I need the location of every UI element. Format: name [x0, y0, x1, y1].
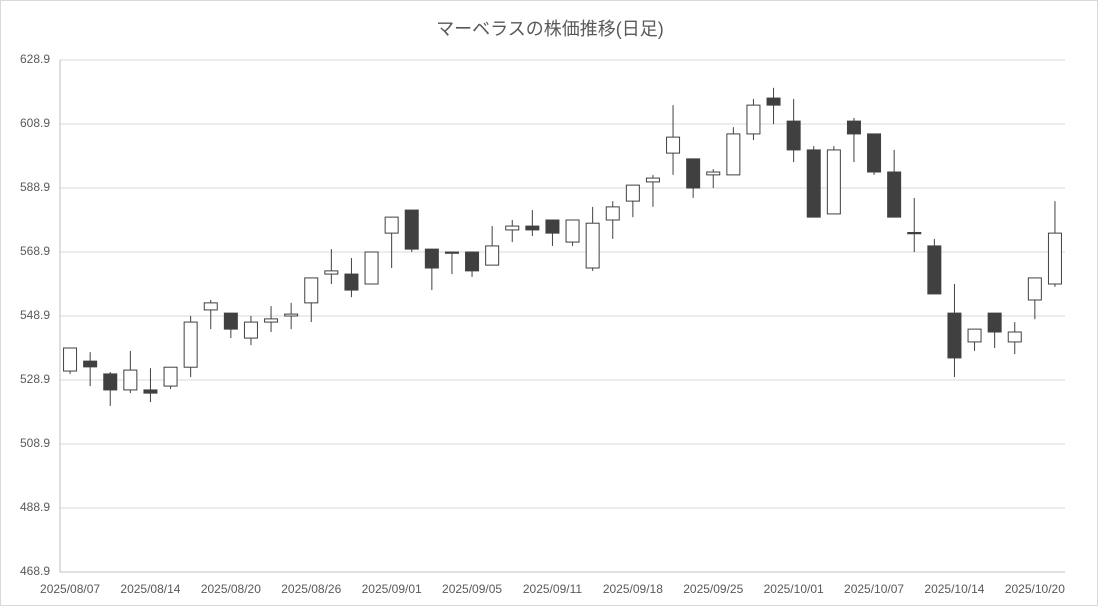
candle-body — [344, 273, 359, 291]
x-tick-label: 2025/10/14 — [924, 582, 984, 596]
candle-body — [465, 251, 480, 272]
x-tick-label: 2025/09/01 — [362, 582, 422, 596]
candle-body — [887, 171, 902, 218]
candle-body — [766, 97, 781, 106]
candle-body — [1027, 277, 1042, 301]
x-tick-label: 2025/08/07 — [40, 582, 100, 596]
candle-body — [686, 158, 701, 189]
candle-body — [83, 360, 98, 368]
candle-body — [565, 219, 580, 243]
candle-body — [585, 222, 600, 269]
candle-body — [163, 366, 178, 387]
candle-body — [243, 321, 258, 339]
candle-body — [987, 312, 1002, 333]
candle-body — [806, 149, 821, 218]
x-tick-label: 2025/09/05 — [442, 582, 502, 596]
candle-body — [324, 270, 339, 275]
candle-body — [223, 312, 238, 330]
candle-body — [304, 277, 319, 304]
candle-body — [284, 313, 299, 317]
y-tick-label: 528.9 — [20, 372, 50, 386]
candle-body — [625, 184, 640, 202]
candle-body — [666, 136, 681, 154]
candle-body — [927, 245, 942, 295]
candle-body — [907, 231, 922, 235]
candle-body — [867, 133, 882, 173]
candle-body — [505, 225, 520, 231]
candle-body — [63, 347, 78, 372]
y-tick-label: 468.9 — [20, 564, 50, 578]
x-tick-label: 2025/08/14 — [120, 582, 180, 596]
chart-title: マーベラスの株価推移(日足) — [436, 19, 664, 39]
candle-body — [143, 389, 158, 394]
x-tick-label: 2025/08/26 — [281, 582, 341, 596]
y-tick-label: 488.9 — [20, 500, 50, 514]
x-tick-label: 2025/09/11 — [523, 582, 582, 596]
candle-body — [384, 216, 399, 234]
x-tick-label: 2025/08/20 — [201, 582, 261, 596]
candle-body — [424, 248, 439, 269]
candle-body — [264, 318, 279, 323]
candle-body — [746, 104, 761, 135]
y-tick-label: 608.9 — [20, 116, 50, 130]
candle-body — [645, 177, 660, 183]
candle-body — [485, 245, 500, 266]
candle-body — [525, 225, 540, 231]
candle-body — [1007, 331, 1022, 343]
candle-body — [1047, 232, 1062, 285]
candle-body — [726, 133, 741, 176]
x-tick-label: 2025/10/20 — [1005, 582, 1065, 596]
candle-body — [786, 120, 801, 151]
candle-body — [967, 328, 982, 343]
x-tick-label: 2025/09/18 — [603, 582, 663, 596]
candle-body — [364, 251, 379, 285]
x-tick-label: 2025/10/01 — [764, 582, 824, 596]
x-tick-label: 2025/10/07 — [844, 582, 904, 596]
candle-body — [404, 209, 419, 250]
x-tick-label: 2025/09/25 — [683, 582, 743, 596]
y-tick-label: 628.9 — [20, 52, 50, 66]
candle-body — [203, 302, 218, 311]
candle-body — [605, 206, 620, 221]
candle-body — [545, 219, 560, 234]
candle-body — [103, 373, 118, 391]
candle-body — [183, 321, 198, 368]
candle-body — [123, 369, 138, 391]
candle-body — [846, 120, 861, 135]
candle-body — [444, 251, 459, 254]
y-tick-label: 588.9 — [20, 180, 50, 194]
y-tick-label: 508.9 — [20, 436, 50, 450]
candle-body — [947, 312, 962, 359]
candle-body — [706, 171, 721, 176]
y-tick-label: 568.9 — [20, 244, 50, 258]
candle-body — [826, 149, 841, 215]
y-tick-label: 548.9 — [20, 308, 50, 322]
